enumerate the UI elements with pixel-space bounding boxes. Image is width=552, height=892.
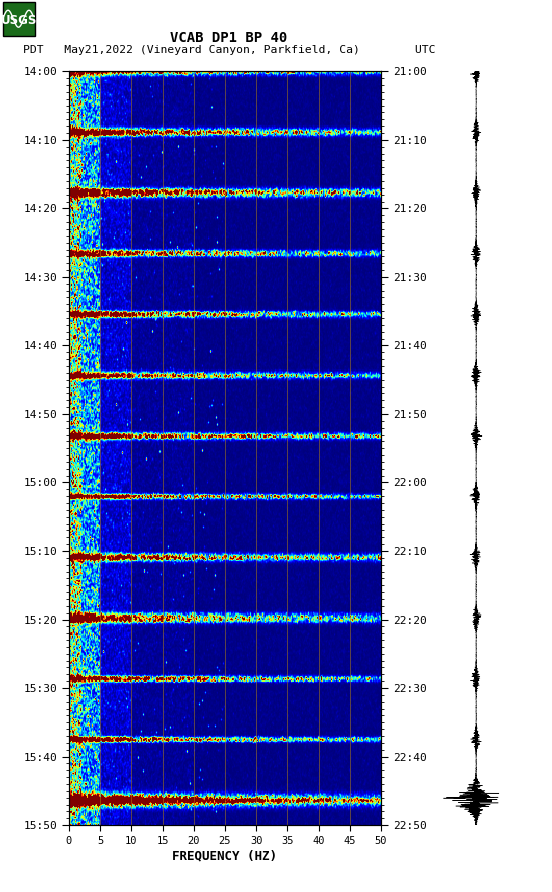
FancyBboxPatch shape — [3, 2, 35, 36]
Text: PDT   May21,2022 (Vineyard Canyon, Parkfield, Ca)        UTC: PDT May21,2022 (Vineyard Canyon, Parkfie… — [23, 45, 436, 54]
X-axis label: FREQUENCY (HZ): FREQUENCY (HZ) — [172, 850, 278, 863]
Text: USGS: USGS — [1, 14, 37, 27]
Text: VCAB DP1 BP 40: VCAB DP1 BP 40 — [171, 31, 288, 45]
